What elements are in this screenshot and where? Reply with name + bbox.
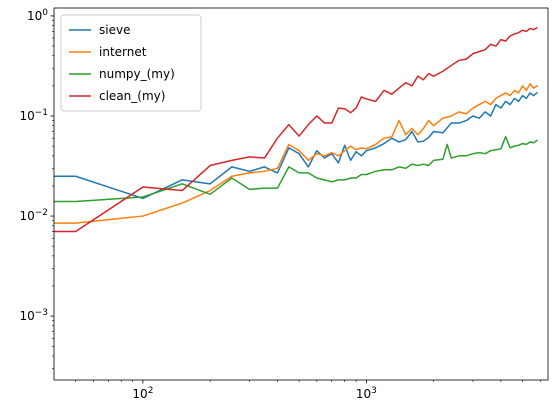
y-tick-label: 100 (27, 8, 48, 23)
y-tick-label: 10−2 (19, 208, 48, 223)
legend: sieve internet numpy_(my) clean_(my) (60, 14, 202, 112)
tick-exponent: 0 (42, 8, 48, 18)
legend-label-internet: internet (99, 45, 147, 59)
tick-base: 10 (356, 387, 371, 401)
series-line-sieve (54, 91, 538, 200)
tick-base: 10 (19, 309, 34, 323)
tick-base: 10 (132, 387, 147, 401)
y-tick-label: 10−1 (19, 108, 48, 123)
y-tick-label: 10−3 (19, 308, 48, 323)
legend-label-numpy-my-: numpy_(my) (99, 67, 175, 81)
tick-exponent: 2 (148, 386, 154, 396)
tick-base: 10 (19, 109, 34, 123)
x-tick-label: 102 (132, 386, 153, 401)
tick-exponent: 3 (371, 386, 377, 396)
series-line-numpy-my- (54, 136, 538, 203)
tick-exponent: −3 (35, 308, 48, 318)
legend-box (60, 14, 202, 112)
tick-exponent: −1 (35, 108, 48, 118)
legend-label-sieve: sieve (99, 23, 130, 37)
series-line-internet (54, 83, 538, 224)
legend-label-clean-my-: clean_(my) (99, 89, 165, 103)
tick-base: 10 (27, 9, 42, 23)
series-line-clean-my- (54, 26, 538, 233)
series-layer (54, 26, 538, 233)
x-tick-label: 103 (356, 386, 377, 401)
tick-exponent: −2 (35, 208, 48, 218)
tick-base: 10 (19, 209, 34, 223)
plot-frame (53, 7, 549, 381)
